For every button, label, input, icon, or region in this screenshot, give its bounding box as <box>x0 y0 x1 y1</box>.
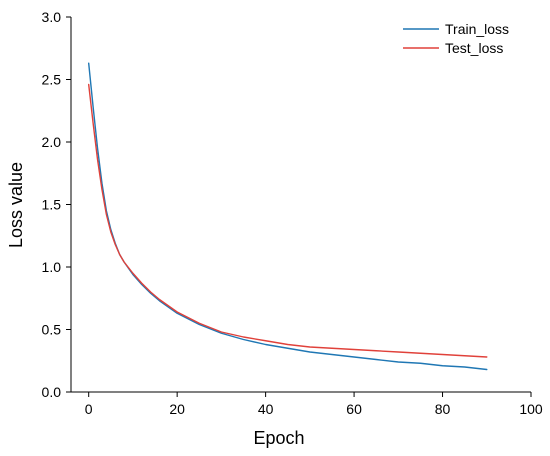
y-tick-label: 2.0 <box>42 134 62 150</box>
y-tick-label: 1.0 <box>42 259 62 275</box>
series-layer <box>87 62 488 371</box>
x-tick-label: 40 <box>258 401 274 417</box>
y-tick-label: 0.0 <box>42 384 62 400</box>
x-tick-label: 100 <box>519 401 543 417</box>
axes: 0 20 40 60 80 100 0.0 0.5 1.0 1.5 2.0 2.5 3.0 <box>42 9 543 417</box>
x-axis-label: Epoch <box>253 428 304 448</box>
legend-label-train-loss: Train_loss <box>445 21 509 37</box>
series-line-test-loss <box>87 83 488 358</box>
y-tick-label: 3.0 <box>42 9 62 25</box>
x-tick-label: 80 <box>435 401 451 417</box>
legend-label-test-loss: Test_loss <box>445 40 503 56</box>
y-tick-label: 0.5 <box>42 322 62 338</box>
legend: Train_loss Test_loss <box>403 21 509 56</box>
x-tick-label: 0 <box>85 401 93 417</box>
y-axis-label: Loss value <box>6 162 26 248</box>
series-line-train-loss <box>87 62 488 371</box>
y-tick-label: 2.5 <box>42 72 62 88</box>
y-tick-label: 1.5 <box>42 197 62 213</box>
x-tick-label: 20 <box>169 401 185 417</box>
x-tick-label: 60 <box>346 401 362 417</box>
